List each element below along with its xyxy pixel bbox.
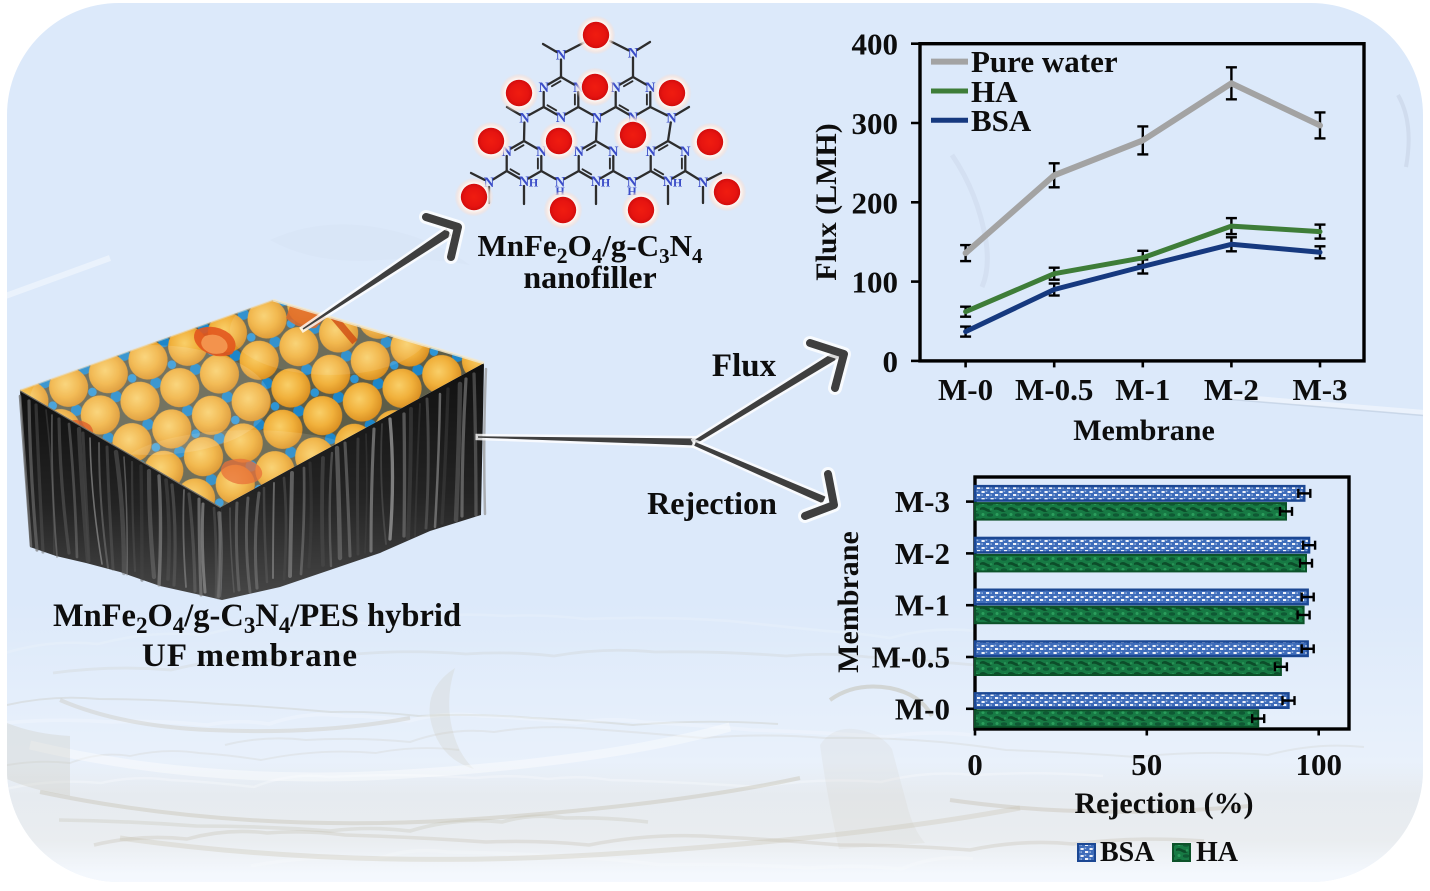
svg-text:M-0.5: M-0.5 [872, 640, 950, 675]
svg-text:N: N [698, 175, 709, 191]
svg-text:0: 0 [883, 344, 899, 379]
svg-text:Membrane: Membrane [832, 531, 865, 673]
svg-text:M-2: M-2 [895, 536, 950, 571]
svg-text:BSA: BSA [1100, 837, 1155, 868]
svg-text:Flux (LMH): Flux (LMH) [810, 123, 843, 281]
svg-text:H: H [673, 176, 683, 190]
svg-text:UF membrane: UF membrane [142, 638, 358, 674]
svg-text:H: H [529, 176, 539, 190]
svg-text:300: 300 [852, 106, 899, 141]
svg-text:N: N [628, 46, 639, 62]
svg-text:nanofiller: nanofiller [523, 259, 656, 295]
svg-text:BSA: BSA [971, 103, 1032, 138]
svg-text:HA: HA [1196, 837, 1239, 868]
svg-text:100: 100 [1295, 747, 1342, 782]
svg-text:Rejection (%): Rejection (%) [1074, 787, 1253, 820]
svg-text:400: 400 [852, 27, 899, 62]
svg-text:Rejection: Rejection [647, 485, 777, 521]
svg-text:N: N [680, 144, 691, 160]
svg-text:M-1: M-1 [895, 588, 950, 623]
svg-text:M-3: M-3 [895, 484, 950, 519]
svg-text:MnFe2O4/g-C3N4/PES hybrid: MnFe2O4/g-C3N4/PES hybrid [53, 598, 461, 638]
svg-text:M-0: M-0 [938, 372, 993, 407]
svg-text:Flux: Flux [712, 348, 777, 384]
svg-text:M-2: M-2 [1204, 372, 1259, 407]
svg-text:N: N [538, 80, 549, 96]
svg-text:0: 0 [967, 747, 983, 782]
svg-text:50: 50 [1131, 747, 1162, 782]
svg-text:M-3: M-3 [1292, 372, 1347, 407]
svg-text:N: N [666, 111, 677, 127]
svg-text:200: 200 [852, 185, 899, 220]
svg-text:H: H [601, 176, 611, 190]
svg-text:M-0.5: M-0.5 [1015, 372, 1093, 407]
svg-text:N: N [556, 48, 567, 64]
svg-text:100: 100 [852, 265, 899, 300]
svg-text:M-1: M-1 [1115, 372, 1170, 407]
svg-text:N: N [519, 111, 530, 127]
svg-text:M-0: M-0 [895, 691, 950, 726]
svg-text:N: N [592, 111, 603, 127]
svg-text:Membrane: Membrane [1073, 414, 1215, 447]
